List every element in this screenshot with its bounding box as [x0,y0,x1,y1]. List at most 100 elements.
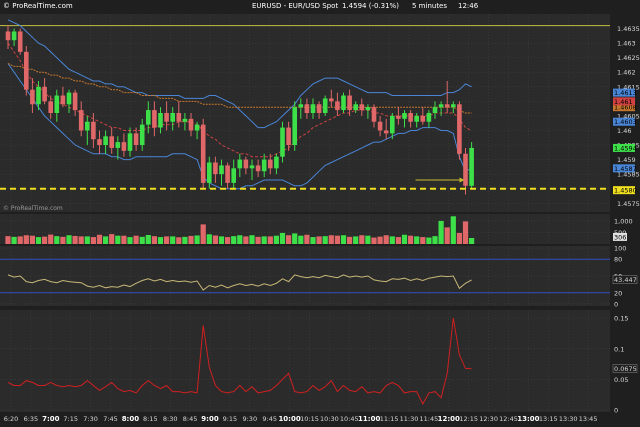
oscillator-line [7,274,472,291]
candle-body [213,162,218,175]
candle-body [66,92,72,105]
candle-body [438,104,444,108]
time-tick-label: 11:15 [380,415,399,423]
volume-bar [292,233,298,244]
volume-bar [170,236,176,244]
time-tick-label: 9:15 [223,415,238,423]
volume-bar [29,235,35,244]
candle-body [17,31,23,52]
price-tag [613,88,635,97]
volume-bar [469,238,475,244]
candle-body [91,121,96,140]
volume-bar [414,236,420,244]
volume-bar [206,234,212,244]
time-tick-label: 12:30 [479,415,498,423]
candle-body [316,104,322,113]
price-tag-label: 1.4608 [614,104,637,112]
time-tick-label: 8:15 [143,415,158,423]
volume-bar [298,235,304,244]
candle-body [292,107,297,146]
price-tick-label: 1.4635 [617,25,640,33]
volume-bar [438,220,444,244]
volume-bar [267,236,273,244]
time-tick-label: 13:15 [539,415,558,423]
price-tag-label: 1.4580 [614,187,637,195]
volatility-line [7,318,472,405]
time-tick-label: 12:00 [438,415,460,423]
candle-body [194,124,200,131]
volume-bar [84,236,90,244]
time-tick-label: 9:45 [262,415,277,423]
time-tick-label: 6:20 [4,415,19,423]
volume-bar [328,235,334,244]
time-tick-label: 10:15 [300,415,319,423]
interval-label[interactable]: 5 minutes [412,2,447,10]
time-tick-label: 11:45 [420,415,439,423]
candle-body [255,165,261,172]
candle-body [109,136,114,148]
volume-bar [151,236,157,244]
volume-bar [279,232,286,244]
oscillator-tick-label: 0 [614,301,618,309]
price-tick-label: 1.4615 [617,83,640,91]
volume-layer [5,216,475,244]
volume-bar [72,235,78,244]
candle-body [261,159,267,172]
candle-body [310,104,316,113]
candle-body [426,113,432,122]
price-tick-label: 1.46 [617,127,631,135]
price-tag-label: 1.4603 [614,118,637,126]
candle-body [414,115,419,122]
candle-body [365,107,371,111]
time-tick-label: 9:30 [242,415,257,423]
candle-body [30,89,35,105]
volume-bar [420,237,426,244]
price-tag-label: 1.4587 [614,165,637,173]
volume-bar [249,235,255,244]
candle-body [444,104,450,108]
candle-body [274,156,279,169]
candle-body [396,115,401,119]
volume-bar [456,232,462,244]
price-tag [613,117,635,126]
site-label[interactable]: © ProRealTime.com [3,2,73,10]
candle-body [341,95,346,111]
volume-bar [371,237,377,244]
candle-body [402,113,407,119]
candle-body [219,165,224,175]
time-tick-label: 9:00 [201,415,219,423]
volume-bar [462,221,469,244]
volume-bar [176,237,182,244]
candle-body [72,92,78,111]
volume-bar [243,236,249,244]
volume-bar [340,235,347,244]
volume-bar [444,227,450,244]
volume-bar [194,235,200,244]
volatility-tag [612,364,638,373]
volume-bar [5,236,11,244]
candle-body [48,101,53,113]
price-tag-label: 1.4613 [614,89,637,97]
candle-body [335,101,340,111]
volume-tick-label: 1,000 [614,217,633,225]
candle-body [24,51,29,90]
time-tick-label: 11:30 [400,415,419,423]
candle-body [268,159,273,169]
time-tick-label: 12:15 [459,415,478,423]
candle-body [115,142,121,148]
time-tick-label: 7:45 [103,415,118,423]
candle-body [432,107,438,113]
oscillator-layer [0,258,610,294]
candle-body [176,113,182,122]
time-tick-label: 8:45 [183,415,198,423]
candle-body [371,107,377,122]
volume-bar [127,237,133,244]
candle-body [158,113,163,128]
volume-bar [359,235,365,244]
time-tick-label: 7:15 [63,415,78,423]
volume-bar [353,236,359,244]
volume-bar [188,235,194,244]
clock-label: 12:46 [458,2,479,10]
axis-layer: 6:20 6:35 7:00 7:15 7:30 7:45 8:00 8:15 8:30 8:45… [4,25,640,423]
